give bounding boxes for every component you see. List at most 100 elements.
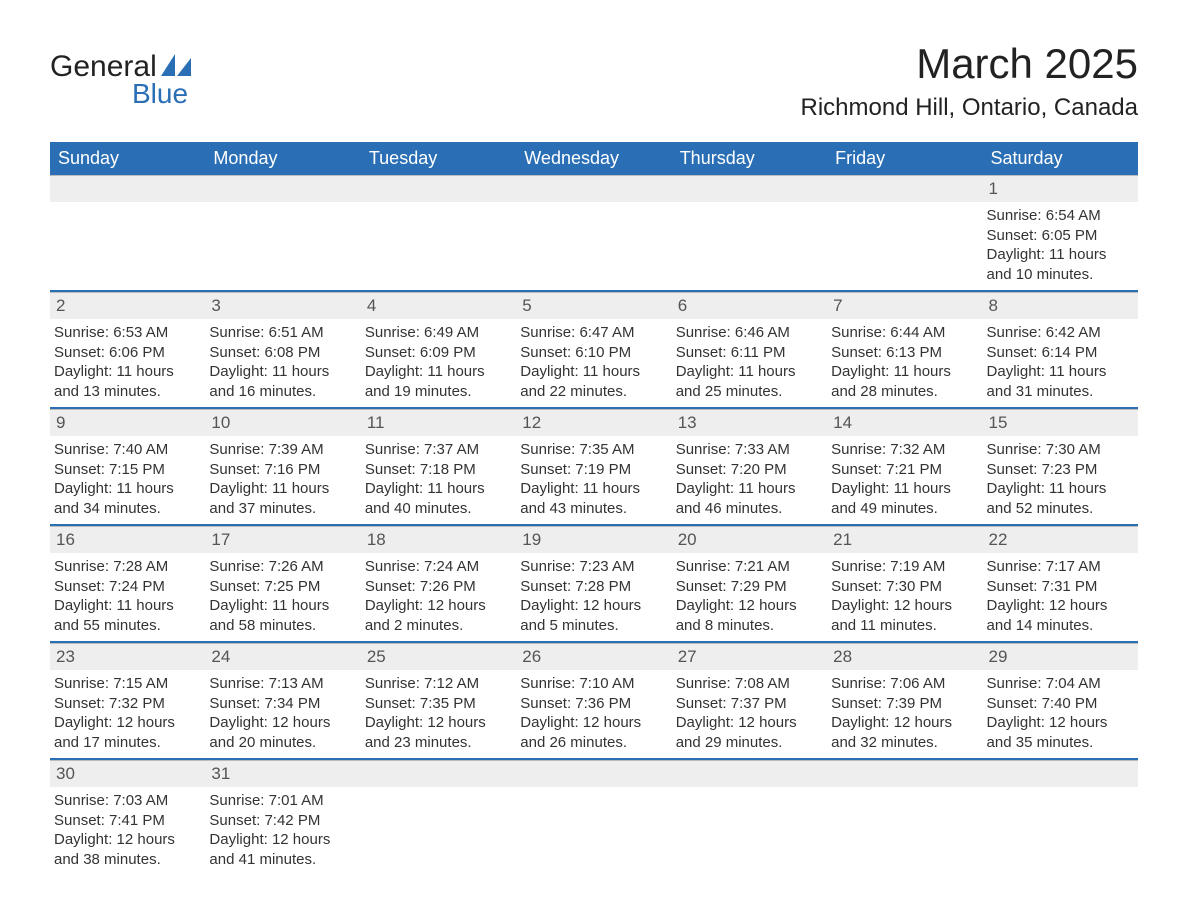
day-cell: 21Sunrise: 7:19 AMSunset: 7:30 PMDayligh… <box>827 526 982 641</box>
week-row: 2Sunrise: 6:53 AMSunset: 6:06 PMDaylight… <box>50 290 1138 407</box>
daylight-line2: and 19 minutes. <box>365 382 512 402</box>
day-body: Sunrise: 7:23 AMSunset: 7:28 PMDaylight:… <box>516 553 671 641</box>
sunset-text: Sunset: 7:41 PM <box>54 811 201 831</box>
day-cell: 31Sunrise: 7:01 AMSunset: 7:42 PMDayligh… <box>205 760 360 875</box>
sunrise-text: Sunrise: 7:15 AM <box>54 674 201 694</box>
day-cell: 24Sunrise: 7:13 AMSunset: 7:34 PMDayligh… <box>205 643 360 758</box>
sunset-text: Sunset: 7:31 PM <box>987 577 1134 597</box>
day-cell: 30Sunrise: 7:03 AMSunset: 7:41 PMDayligh… <box>50 760 205 875</box>
sunrise-text: Sunrise: 6:53 AM <box>54 323 201 343</box>
day-number: 24 <box>205 643 360 670</box>
daylight-line2: and 13 minutes. <box>54 382 201 402</box>
empty-day-number <box>672 760 827 787</box>
daylight-line1: Daylight: 11 hours <box>676 479 823 499</box>
sunset-text: Sunset: 6:14 PM <box>987 343 1134 363</box>
logo-text-blue: Blue <box>132 78 188 110</box>
empty-day-number <box>516 760 671 787</box>
day-number: 19 <box>516 526 671 553</box>
sunrise-text: Sunrise: 7:26 AM <box>209 557 356 577</box>
day-number: 23 <box>50 643 205 670</box>
day-number: 12 <box>516 409 671 436</box>
empty-day-number <box>516 175 671 202</box>
day-body: Sunrise: 7:13 AMSunset: 7:34 PMDaylight:… <box>205 670 360 758</box>
day-cell: 6Sunrise: 6:46 AMSunset: 6:11 PMDaylight… <box>672 292 827 407</box>
day-number: 5 <box>516 292 671 319</box>
day-cell <box>827 175 982 290</box>
daylight-line1: Daylight: 11 hours <box>365 362 512 382</box>
location: Richmond Hill, Ontario, Canada <box>801 94 1139 122</box>
day-cell: 27Sunrise: 7:08 AMSunset: 7:37 PMDayligh… <box>672 643 827 758</box>
day-number: 16 <box>50 526 205 553</box>
day-body: Sunrise: 6:47 AMSunset: 6:10 PMDaylight:… <box>516 319 671 407</box>
sunrise-text: Sunrise: 7:13 AM <box>209 674 356 694</box>
daylight-line2: and 29 minutes. <box>676 733 823 753</box>
sunrise-text: Sunrise: 7:24 AM <box>365 557 512 577</box>
sunrise-text: Sunrise: 7:17 AM <box>987 557 1134 577</box>
sunrise-text: Sunrise: 7:40 AM <box>54 440 201 460</box>
day-body: Sunrise: 7:04 AMSunset: 7:40 PMDaylight:… <box>983 670 1138 758</box>
day-number: 11 <box>361 409 516 436</box>
day-number: 4 <box>361 292 516 319</box>
day-body: Sunrise: 7:10 AMSunset: 7:36 PMDaylight:… <box>516 670 671 758</box>
daylight-line2: and 49 minutes. <box>831 499 978 519</box>
sunset-text: Sunset: 7:30 PM <box>831 577 978 597</box>
daylight-line1: Daylight: 11 hours <box>987 245 1134 265</box>
sunrise-text: Sunrise: 6:49 AM <box>365 323 512 343</box>
day-body: Sunrise: 6:44 AMSunset: 6:13 PMDaylight:… <box>827 319 982 407</box>
sunrise-text: Sunrise: 7:06 AM <box>831 674 978 694</box>
day-cell: 11Sunrise: 7:37 AMSunset: 7:18 PMDayligh… <box>361 409 516 524</box>
day-body: Sunrise: 6:49 AMSunset: 6:09 PMDaylight:… <box>361 319 516 407</box>
sunrise-text: Sunrise: 7:32 AM <box>831 440 978 460</box>
daylight-line2: and 2 minutes. <box>365 616 512 636</box>
day-body: Sunrise: 7:19 AMSunset: 7:30 PMDaylight:… <box>827 553 982 641</box>
day-cell: 13Sunrise: 7:33 AMSunset: 7:20 PMDayligh… <box>672 409 827 524</box>
daylight-line2: and 43 minutes. <box>520 499 667 519</box>
sunset-text: Sunset: 7:19 PM <box>520 460 667 480</box>
sunrise-text: Sunrise: 7:30 AM <box>987 440 1134 460</box>
daylight-line2: and 40 minutes. <box>365 499 512 519</box>
daylight-line1: Daylight: 11 hours <box>520 362 667 382</box>
daylight-line1: Daylight: 11 hours <box>987 479 1134 499</box>
day-body: Sunrise: 7:40 AMSunset: 7:15 PMDaylight:… <box>50 436 205 524</box>
day-cell <box>361 760 516 875</box>
day-cell <box>983 760 1138 875</box>
daylight-line1: Daylight: 12 hours <box>520 596 667 616</box>
empty-day-number <box>205 175 360 202</box>
weekday-header-cell: Tuesday <box>361 142 516 175</box>
week-row: 30Sunrise: 7:03 AMSunset: 7:41 PMDayligh… <box>50 758 1138 875</box>
daylight-line1: Daylight: 11 hours <box>209 362 356 382</box>
day-cell: 29Sunrise: 7:04 AMSunset: 7:40 PMDayligh… <box>983 643 1138 758</box>
day-body: Sunrise: 6:53 AMSunset: 6:06 PMDaylight:… <box>50 319 205 407</box>
daylight-line1: Daylight: 12 hours <box>987 713 1134 733</box>
day-body: Sunrise: 7:35 AMSunset: 7:19 PMDaylight:… <box>516 436 671 524</box>
day-body: Sunrise: 7:32 AMSunset: 7:21 PMDaylight:… <box>827 436 982 524</box>
day-body: Sunrise: 7:39 AMSunset: 7:16 PMDaylight:… <box>205 436 360 524</box>
sunset-text: Sunset: 7:34 PM <box>209 694 356 714</box>
daylight-line2: and 52 minutes. <box>987 499 1134 519</box>
day-cell <box>672 175 827 290</box>
day-cell: 4Sunrise: 6:49 AMSunset: 6:09 PMDaylight… <box>361 292 516 407</box>
daylight-line1: Daylight: 11 hours <box>209 479 356 499</box>
sunset-text: Sunset: 6:13 PM <box>831 343 978 363</box>
sunset-text: Sunset: 7:39 PM <box>831 694 978 714</box>
day-number: 28 <box>827 643 982 670</box>
daylight-line2: and 23 minutes. <box>365 733 512 753</box>
daylight-line2: and 20 minutes. <box>209 733 356 753</box>
daylight-line1: Daylight: 11 hours <box>54 479 201 499</box>
week-row: 1Sunrise: 6:54 AMSunset: 6:05 PMDaylight… <box>50 175 1138 290</box>
week-row: 23Sunrise: 7:15 AMSunset: 7:32 PMDayligh… <box>50 641 1138 758</box>
sunrise-text: Sunrise: 7:08 AM <box>676 674 823 694</box>
calendar: SundayMondayTuesdayWednesdayThursdayFrid… <box>50 142 1138 875</box>
day-cell: 19Sunrise: 7:23 AMSunset: 7:28 PMDayligh… <box>516 526 671 641</box>
day-cell: 16Sunrise: 7:28 AMSunset: 7:24 PMDayligh… <box>50 526 205 641</box>
day-number: 25 <box>361 643 516 670</box>
daylight-line1: Daylight: 11 hours <box>54 596 201 616</box>
day-cell: 3Sunrise: 6:51 AMSunset: 6:08 PMDaylight… <box>205 292 360 407</box>
daylight-line1: Daylight: 11 hours <box>365 479 512 499</box>
day-body: Sunrise: 7:24 AMSunset: 7:26 PMDaylight:… <box>361 553 516 641</box>
sunset-text: Sunset: 6:10 PM <box>520 343 667 363</box>
daylight-line1: Daylight: 11 hours <box>520 479 667 499</box>
daylight-line2: and 41 minutes. <box>209 850 356 870</box>
daylight-line2: and 37 minutes. <box>209 499 356 519</box>
sunrise-text: Sunrise: 7:12 AM <box>365 674 512 694</box>
